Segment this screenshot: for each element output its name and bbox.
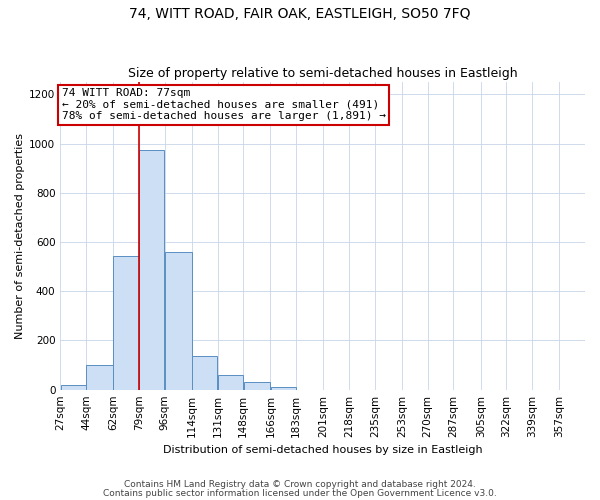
Bar (113, 256, 139, 390)
Text: Contains public sector information licensed under the Open Government Licence v3: Contains public sector information licen… (103, 488, 497, 498)
Bar (61, 385, 86, 390)
X-axis label: Distribution of semi-detached houses by size in Eastleigh: Distribution of semi-detached houses by … (163, 445, 482, 455)
Text: Contains HM Land Registry data © Crown copyright and database right 2024.: Contains HM Land Registry data © Crown c… (124, 480, 476, 489)
Text: 74, WITT ROAD, FAIR OAK, EASTLEIGH, SO50 7FQ: 74, WITT ROAD, FAIR OAK, EASTLEIGH, SO50… (129, 8, 471, 22)
Bar (165, 252, 191, 390)
Y-axis label: Number of semi-detached properties: Number of semi-detached properties (15, 133, 25, 339)
Bar (271, 387, 296, 390)
Bar (139, 150, 164, 390)
Bar (218, 375, 243, 390)
Bar (244, 382, 270, 390)
Text: 74 WITT ROAD: 77sqm
← 20% of semi-detached houses are smaller (491)
78% of semi-: 74 WITT ROAD: 77sqm ← 20% of semi-detach… (62, 88, 386, 122)
Bar (192, 356, 217, 390)
Title: Size of property relative to semi-detached houses in Eastleigh: Size of property relative to semi-detach… (128, 66, 517, 80)
Bar (86, 365, 113, 390)
